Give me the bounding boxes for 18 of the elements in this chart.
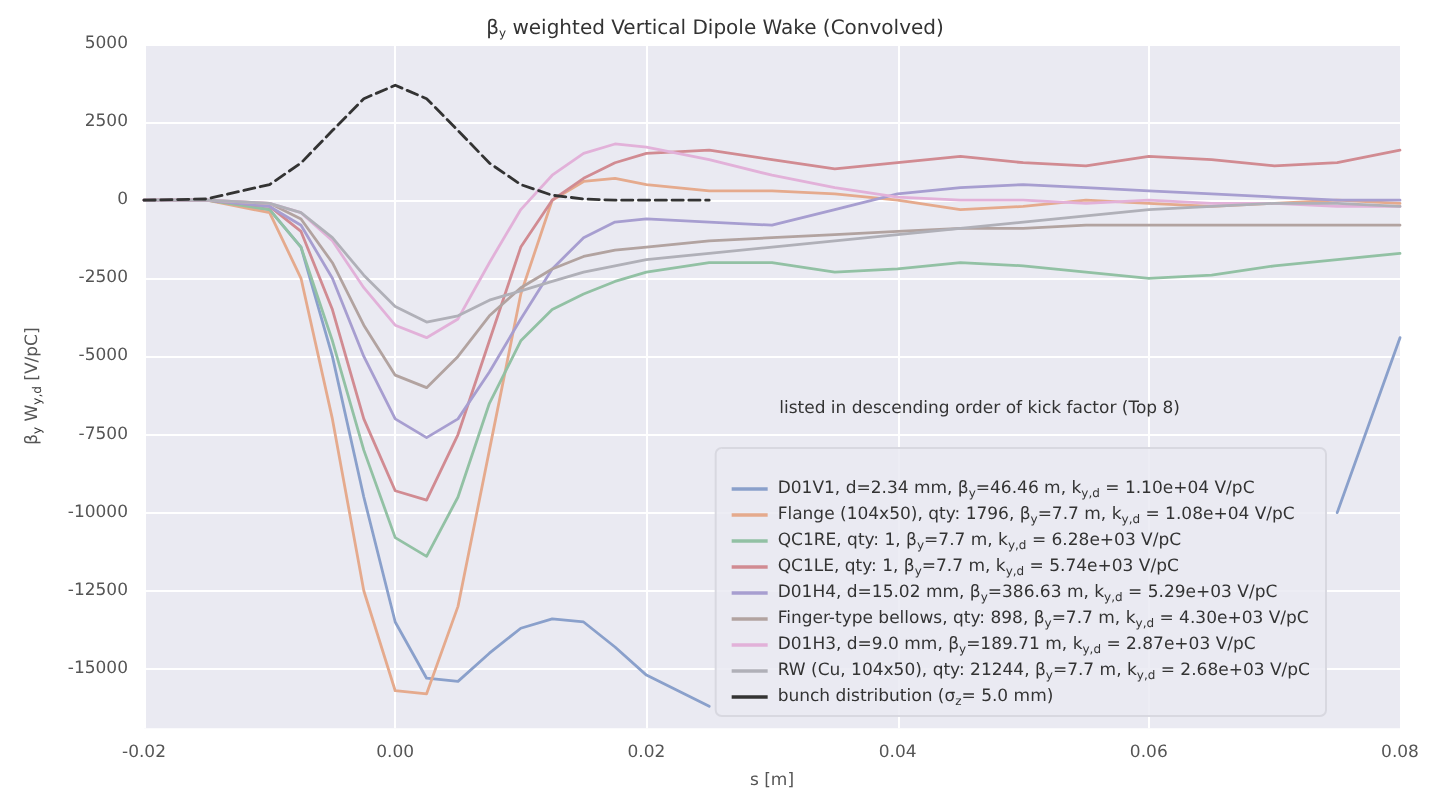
y-tick-label: -15000 [67,658,128,679]
x-tick-label: 0.08 [1381,743,1419,764]
x-tick-label: -0.02 [122,743,166,764]
y-tick-label: -2500 [78,268,128,289]
x-axis-title: s [m] [749,771,795,791]
y-tick-label: -12500 [67,580,128,601]
x-tick-label: 0.00 [376,743,415,764]
x-tick-label: 0.06 [1129,743,1168,764]
line-series [142,83,711,202]
x-tick-label: 0.04 [878,743,917,764]
y-tick-label: 0 [117,190,128,211]
y-tick-label: -7500 [78,424,128,445]
y-tick-label: -5000 [78,346,128,367]
legend-title: listed in descending order of kick factor (Top 8) [779,399,1181,419]
y-tick-label: -10000 [67,502,128,523]
x-tick-label: 0.02 [627,743,666,764]
y-tick-label: 5000 [84,34,128,54]
y-tick-label: 2500 [84,112,128,133]
